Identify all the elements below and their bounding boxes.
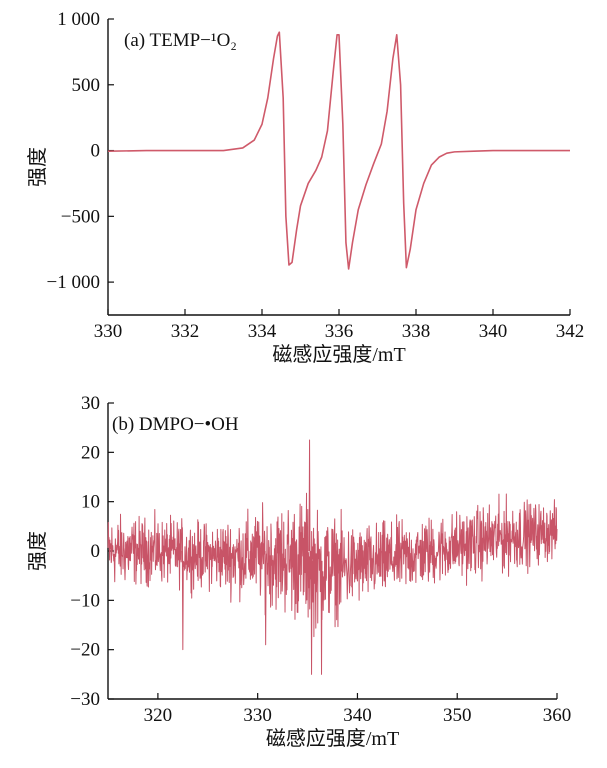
y-axis-title: 强度 [26,531,49,571]
chart-a: 330 332 334 336 338 340 342 1 000 500 0 −500 −1 000… [26,9,585,366]
x-tick-label: 334 [248,321,277,342]
y-tick-label: 1 000 [57,9,100,30]
x-axis-title: 磁感应强度/mT [266,727,399,750]
y-tick-label: −30 [70,689,100,710]
y-tick-label: 0 [91,141,101,162]
chart-b: 320 330 340 350 360 30 20 10 0 −10 −20 −30 磁感应强度/mT 强… [26,393,572,750]
y-tick-label: 500 [72,75,101,96]
x-tick-label: 350 [443,705,472,726]
y-tick-label: 30 [81,393,100,414]
x-tick-label: 332 [171,321,200,342]
x-axis-title: 磁感应强度/mT [272,343,405,366]
y-tick-label: 10 [81,492,100,513]
x-tick-label: 340 [479,321,508,342]
y-tick-label: −1 000 [47,272,100,293]
y-tick-label: −10 [70,590,100,611]
series-line [107,31,570,270]
x-tick-label: 340 [343,705,372,726]
x-tick-label: 336 [325,321,354,342]
x-tick-label: 320 [144,705,173,726]
panel-label: (a) TEMP−¹O₂ [124,30,237,51]
x-tick-label: 330 [243,705,272,726]
x-tick-label: 342 [556,321,585,342]
y-tick-label: −20 [70,640,100,661]
series-line [107,439,558,675]
panel-label: (b) DMPO−•OH [112,414,239,435]
y-tick-label: 20 [81,442,100,463]
y-tick-label: −500 [61,206,100,227]
x-tick-label: 360 [543,705,572,726]
y-axis-title: 强度 [26,147,49,187]
x-tick-label: 338 [402,321,431,342]
x-tick-label: 330 [94,321,123,342]
y-tick-label: 0 [91,541,101,562]
